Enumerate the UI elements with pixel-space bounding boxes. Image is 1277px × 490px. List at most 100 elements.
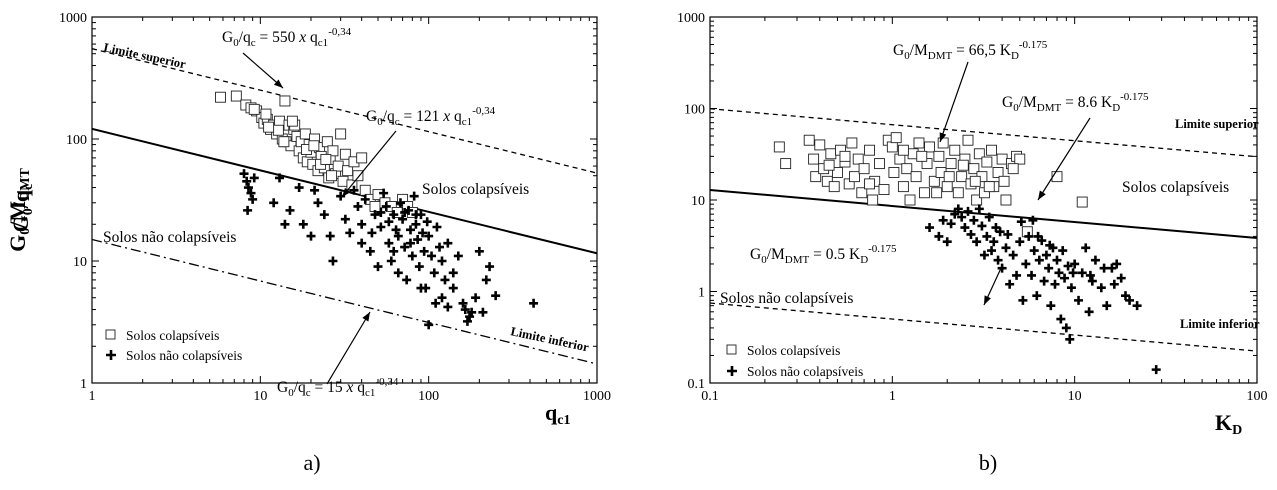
eq-sub: D xyxy=(1011,50,1019,62)
point-nao-colapsivel xyxy=(977,221,987,231)
point-nao-colapsivel xyxy=(435,242,445,252)
eq-sup: -0,34 xyxy=(472,105,495,117)
eq-part: G xyxy=(366,108,377,125)
x-tick-label: 1 xyxy=(89,389,96,404)
point-nao-colapsivel xyxy=(1016,217,1026,227)
equation-label: G0/MDMT = 0.5 KD-0.175 xyxy=(750,243,897,266)
point-colapsivel xyxy=(248,103,260,115)
eq-italic: x xyxy=(442,108,450,125)
point-nao-colapsivel xyxy=(313,198,323,208)
point-colapsivel xyxy=(901,163,913,175)
point-colapsivel xyxy=(858,163,870,175)
point-nao-colapsivel xyxy=(1120,291,1130,301)
correlation-line-dashdot xyxy=(92,238,597,365)
point-colapsivel xyxy=(321,136,333,148)
point-nao-colapsivel xyxy=(440,275,450,285)
legend-square-icon xyxy=(726,344,737,355)
point-nao-colapsivel xyxy=(934,231,944,241)
point-nao-colapsivel xyxy=(1008,250,1018,260)
point-nao-colapsivel xyxy=(353,201,363,211)
point-nao-colapsivel xyxy=(418,228,428,238)
point-nao-colapsivel xyxy=(1085,270,1095,280)
point-colapsivel xyxy=(867,194,879,206)
eq-part: G xyxy=(277,379,288,396)
eq-sub: 0 xyxy=(377,116,383,128)
legend-label-nao-colapsivel: Solos não colapsíveis xyxy=(126,348,242,363)
point-nao-colapsivel xyxy=(448,268,458,278)
point-nao-colapsivel xyxy=(950,209,960,219)
point-colapsivel xyxy=(825,148,837,160)
legend-label-nao-colapsivel: Solos não colapsíveis xyxy=(747,364,863,379)
point-nao-colapsivel xyxy=(406,238,416,248)
point-nao-colapsivel xyxy=(1109,279,1119,289)
point-nao-colapsivel xyxy=(963,206,973,216)
y-axis-label-main: G xyxy=(5,235,30,252)
arrow-head xyxy=(1038,190,1046,200)
point-nao-colapsivel xyxy=(379,188,389,198)
point-nao-colapsivel xyxy=(989,237,999,247)
point-colapsivel xyxy=(780,158,792,170)
point-nao-colapsivel xyxy=(1107,263,1117,273)
point-nao-colapsivel xyxy=(419,246,429,256)
correlation-line-dashed xyxy=(710,108,1257,158)
point-colapsivel xyxy=(969,175,981,187)
point-colapsivel xyxy=(913,137,925,149)
point-colapsivel xyxy=(918,187,930,199)
point-colapsivel xyxy=(215,91,226,103)
legend-cross-icon xyxy=(106,350,116,360)
point-nao-colapsivel xyxy=(1029,246,1039,256)
point-nao-colapsivel xyxy=(1050,279,1060,289)
point-nao-colapsivel xyxy=(1039,276,1049,286)
arrow-head xyxy=(273,79,283,88)
y-axis: 0.1 1 10 100 1000 xyxy=(677,11,1257,392)
correlation-line-dashed xyxy=(92,48,597,174)
point-nao-colapsivel xyxy=(1003,229,1013,239)
y-axis-label: G0/qc xyxy=(8,184,36,233)
point-nao-colapsivel xyxy=(960,223,970,233)
point-nao-colapsivel xyxy=(294,183,304,193)
point-nao-colapsivel xyxy=(424,231,434,241)
point-nao-colapsivel xyxy=(1068,268,1078,278)
equation-label: G0/qc = 550 x qc1-0,34 xyxy=(222,26,352,49)
eq-part: G xyxy=(893,42,904,59)
point-nao-colapsivel xyxy=(957,212,967,222)
eq-part: /q xyxy=(239,29,251,46)
y-tick-label: 1 xyxy=(80,377,87,392)
point-nao-colapsivel xyxy=(319,210,329,220)
region-upper-label: Solos colapsíveis xyxy=(422,181,529,198)
eq-sub: c1 xyxy=(462,116,472,128)
eq-sub: 0 xyxy=(1013,102,1019,114)
point-nao-colapsivel xyxy=(1112,259,1122,269)
correlation-lines xyxy=(92,48,597,365)
point-nao-colapsivel xyxy=(462,316,472,326)
point-nao-colapsivel xyxy=(360,194,370,204)
point-nao-colapsivel xyxy=(376,222,386,232)
point-nao-colapsivel xyxy=(460,305,470,315)
point-nao-colapsivel xyxy=(1054,268,1064,278)
point-nao-colapsivel xyxy=(1001,243,1011,253)
point-nao-colapsivel xyxy=(422,217,432,227)
point-colapsivel xyxy=(369,200,381,212)
x-tick-label: 1000 xyxy=(583,389,611,404)
point-colapsivel xyxy=(904,194,916,206)
point-colapsivel xyxy=(1007,163,1019,175)
point-nao-colapsivel xyxy=(381,201,391,211)
point-nao-colapsivel xyxy=(398,214,408,224)
point-colapsivel xyxy=(973,148,985,160)
point-nao-colapsivel xyxy=(1056,314,1066,324)
x-tick-label: 10 xyxy=(253,389,267,404)
point-nao-colapsivel xyxy=(269,198,279,208)
bound-upper-label: Limite superior xyxy=(102,40,187,71)
eq-part: = 121 xyxy=(400,108,444,125)
point-colapsivel xyxy=(878,184,890,196)
point-nao-colapsivel xyxy=(242,176,252,186)
y-tick-label: 1000 xyxy=(677,11,705,26)
point-nao-colapsivel xyxy=(1090,255,1100,265)
scatter-points xyxy=(773,132,1161,375)
point-colapsivel xyxy=(864,178,876,190)
y-tick-label: 0.1 xyxy=(688,377,706,392)
eq-part: /q xyxy=(383,108,395,125)
y-axis-label-sub: DMT xyxy=(18,168,33,201)
point-colapsivel xyxy=(260,108,272,120)
